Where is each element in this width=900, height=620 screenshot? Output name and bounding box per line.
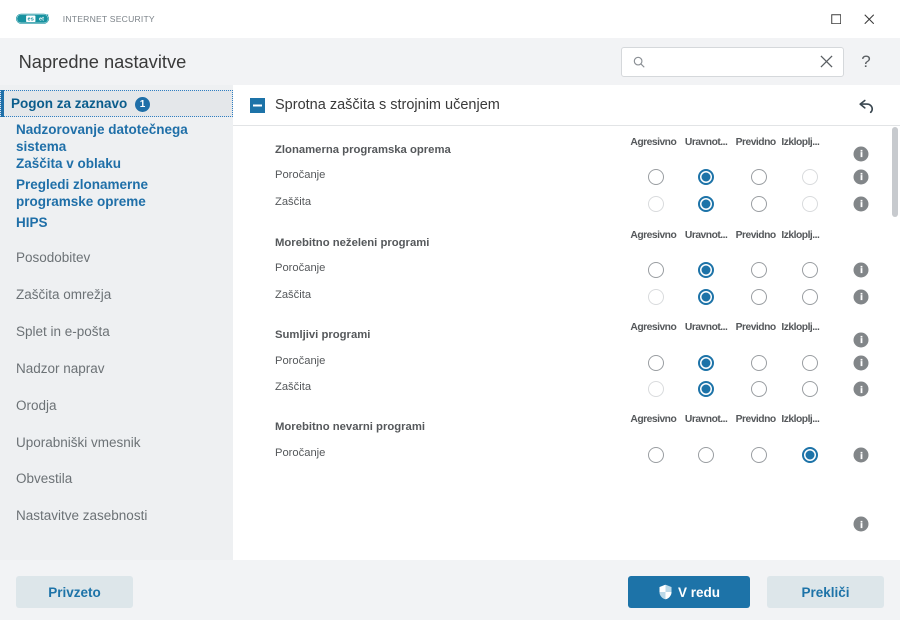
svg-text:es: es xyxy=(27,17,33,23)
svg-text:et: et xyxy=(39,17,44,23)
